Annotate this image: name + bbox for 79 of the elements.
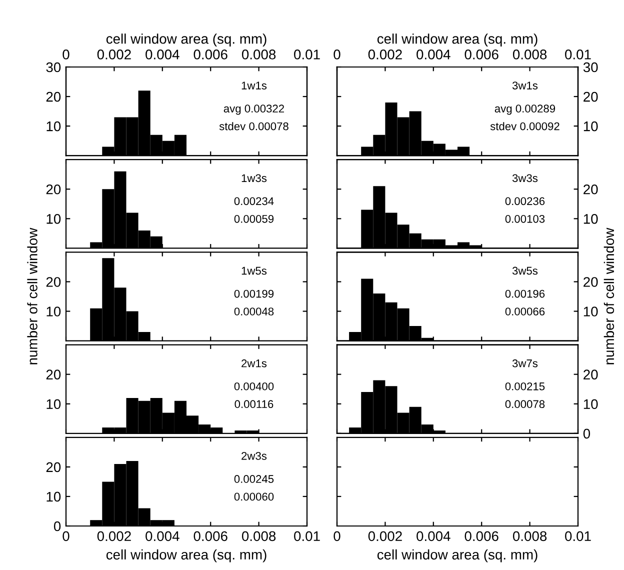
x2-tick-label: 0 — [334, 50, 340, 60]
annotation: 2w1s — [242, 359, 267, 368]
annotation: 0.00215 — [505, 382, 545, 390]
y2-axis-title: number of cell window — [604, 228, 614, 364]
annotation: avg 0.00289 — [494, 104, 556, 115]
x-tick-label: 0.01 — [294, 531, 320, 542]
annotation: 0.00234 — [234, 197, 274, 206]
annotation: 3w3s — [512, 174, 538, 182]
y2-tick-label: 30 — [583, 62, 598, 72]
y-tick-label: 20 — [46, 462, 61, 472]
x2-axis-title: cell window area (sq. mm) — [377, 34, 538, 47]
y-tick-label: 10 — [46, 492, 61, 502]
y2-tick-label: 10 — [584, 306, 598, 316]
y2-tick-label: 10 — [584, 399, 598, 410]
x-tick-label: 0.002 — [97, 531, 131, 542]
y-tick-label: 10 — [46, 306, 61, 316]
x-tick-label: 0.008 — [242, 531, 276, 542]
y-tick-label: 30 — [46, 62, 61, 72]
y2-tick-label: 20 — [584, 184, 598, 194]
annotation: 0.00066 — [505, 308, 545, 316]
y2-tick-label: 10 — [584, 121, 598, 132]
x2-tick-label: 0.002 — [97, 50, 131, 60]
x-tick-label: 0.006 — [194, 531, 228, 542]
annotation: 0.00048 — [234, 308, 274, 316]
annotation: 3w1s — [512, 82, 538, 90]
annotation: 0.00199 — [234, 290, 274, 298]
y-tick-label: 10 — [46, 399, 61, 410]
x2-tick-label: 0.006 — [464, 50, 498, 60]
annotation: 0.00245 — [234, 475, 274, 483]
annotation: 0.00196 — [505, 290, 545, 298]
x2-tick-label: 0 — [62, 50, 70, 60]
x2-tick-label: 0.01 — [565, 50, 591, 60]
x-tick-label: 0 — [62, 531, 70, 542]
x-tick-label: 0.01 — [565, 531, 591, 542]
annotation: 0.00400 — [234, 382, 274, 390]
y2-tick-label: 20 — [584, 277, 598, 287]
y-tick-label: 10 — [46, 121, 61, 132]
annotation: 1w5s — [242, 266, 267, 275]
y-axis-title: number of cell window — [27, 228, 38, 364]
x-tick-label: 0.002 — [368, 531, 402, 542]
x2-tick-label: 0.002 — [368, 50, 402, 60]
x2-tick-label: 0.01 — [294, 50, 320, 60]
annotation: stdev 0.00092 — [490, 122, 560, 130]
x2-tick-label: 0.004 — [416, 50, 450, 60]
annotation: stdev 0.00078 — [219, 122, 288, 130]
annotation: 0.00236 — [505, 197, 545, 206]
annotation: 0.00078 — [505, 400, 545, 408]
annotation: 0.00116 — [234, 400, 274, 408]
x2-tick-label: 0.008 — [512, 50, 547, 60]
y-tick-label: 0 — [54, 521, 61, 532]
y-tick-label: 20 — [46, 277, 61, 287]
y2-tick-label: 10 — [584, 214, 598, 224]
y-tick-label: 20 — [46, 92, 61, 102]
annotation: avg 0.00322 — [224, 104, 284, 115]
y2-tick-label: 20 — [584, 370, 598, 380]
y2-tick-label: 20 — [584, 92, 598, 102]
x-tick-label: 0 — [334, 531, 340, 542]
x-axis-title: cell window area (sq. mm) — [377, 549, 538, 562]
x-tick-label: 0.006 — [464, 531, 498, 542]
x2-tick-label: 0.004 — [146, 50, 180, 60]
annotation: 3w7s — [512, 359, 538, 368]
x2-tick-label: 0.008 — [242, 50, 276, 60]
y-tick-label: 20 — [46, 184, 61, 194]
x-axis-title: cell window area (sq. mm) — [106, 549, 266, 562]
annotation: 1w1s — [242, 82, 267, 90]
annotation: 0.00103 — [505, 214, 545, 223]
x-tick-label: 0.004 — [146, 531, 180, 542]
annotation: 1w3s — [242, 174, 267, 182]
x2-tick-label: 0.006 — [194, 50, 228, 60]
x-tick-label: 0.008 — [512, 531, 547, 542]
y2-tick-label: 0 — [583, 428, 590, 439]
annotation: 2w3s — [242, 452, 267, 460]
annotation: 3w5s — [512, 266, 538, 275]
y-tick-label: 20 — [46, 370, 61, 380]
y-tick-label: 10 — [46, 214, 61, 224]
annotation: 0.00059 — [234, 214, 274, 223]
annotation: 0.00060 — [234, 492, 274, 501]
x2-axis-title: cell window area (sq. mm) — [106, 34, 266, 47]
x-tick-label: 0.004 — [416, 531, 450, 542]
